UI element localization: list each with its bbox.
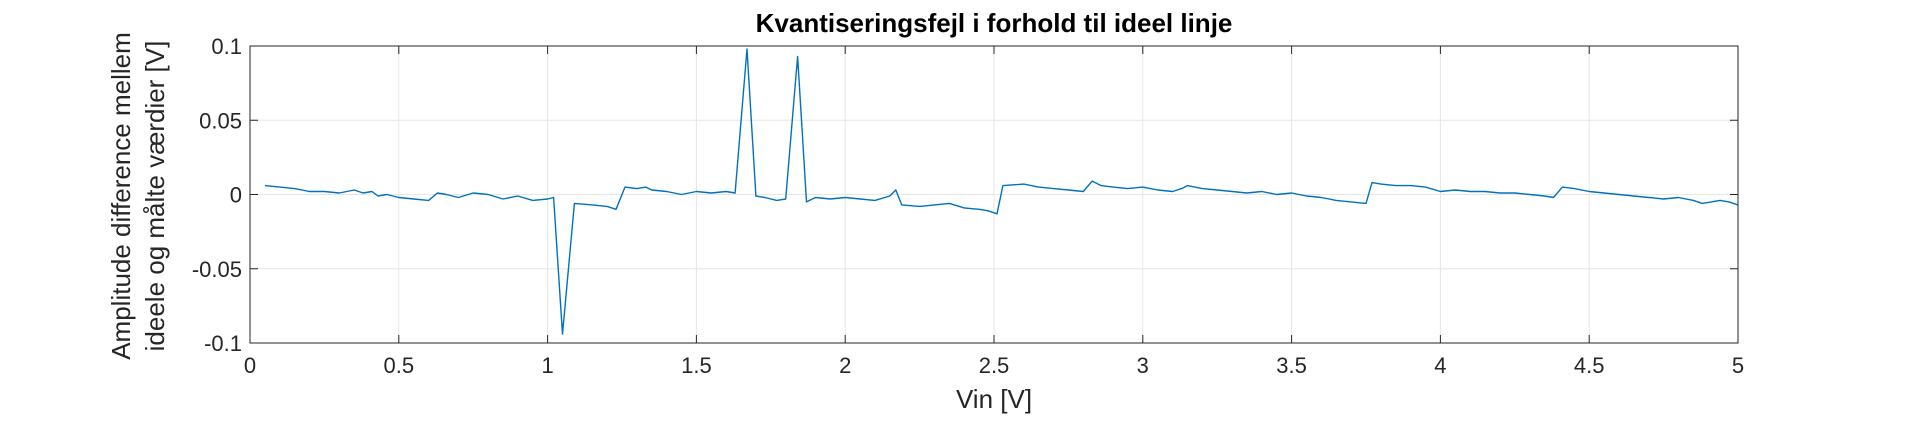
y-tick-label: 0.05	[199, 108, 242, 133]
x-tick-label: 0.5	[384, 353, 415, 378]
y-tick-labels: 0.1 0.05 0 -0.05 -0.1	[192, 34, 242, 356]
y-tick-label: -0.05	[192, 257, 242, 282]
x-axis-label: Vin [V]	[956, 384, 1032, 414]
x-tick-label: 4	[1434, 353, 1446, 378]
x-tick-label: 3	[1137, 353, 1149, 378]
y-axis-label-line-1: Amplitude difference mellem	[106, 32, 136, 360]
y-axis-label-line-2: ideele og målte værdier [V]	[140, 41, 170, 352]
x-tick-label: 0	[244, 353, 256, 378]
x-tick-labels: 0 0.5 1 1.5 2 2.5 3 3.5 4 4.5 5	[244, 353, 1744, 378]
x-tick-label: 5	[1732, 353, 1744, 378]
x-tick-label: 2	[839, 353, 851, 378]
y-tick-label: 0.1	[211, 34, 242, 59]
x-tick-label: 3.5	[1276, 353, 1307, 378]
x-tick-label: 2.5	[979, 353, 1010, 378]
series-line	[264, 48, 1739, 335]
x-tick-label: 4.5	[1574, 353, 1605, 378]
y-tick-label: 0	[230, 183, 242, 208]
chart-title: Kvantiseringsfejl i forhold til ideel li…	[756, 8, 1233, 38]
x-tick-label: 1	[541, 353, 553, 378]
y-tick-label: -0.1	[204, 331, 242, 356]
plot-box	[249, 45, 1739, 344]
x-tick-label: 1.5	[681, 353, 712, 378]
series-layer	[264, 48, 1739, 335]
